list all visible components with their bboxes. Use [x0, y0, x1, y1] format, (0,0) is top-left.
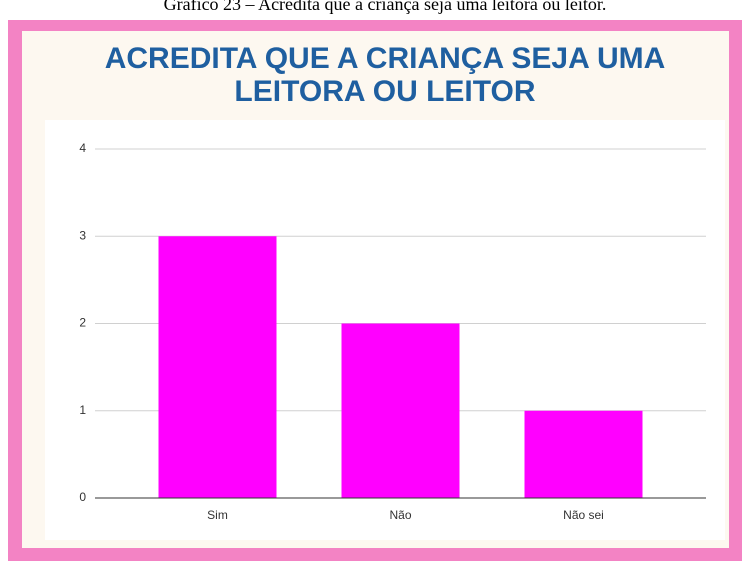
x-tick-label: Não: [389, 508, 411, 522]
caption: Gráfico 23 – Acredita que a criança seja…: [164, 0, 607, 14]
x-tick-label: Não sei: [563, 508, 604, 522]
y-tick-label: 3: [79, 228, 86, 242]
bar: [341, 323, 460, 498]
y-tick-label: 0: [79, 490, 86, 504]
x-tick-label: Sim: [207, 508, 228, 522]
bar: [158, 236, 277, 498]
y-tick-label: 4: [79, 141, 86, 155]
y-tick-label: 1: [79, 403, 86, 417]
y-tick-label: 2: [79, 316, 86, 330]
chart-title: ACREDITA QUE A CRIANÇA SEJA UMA LEITORA O…: [105, 42, 666, 108]
bar: [524, 410, 643, 498]
